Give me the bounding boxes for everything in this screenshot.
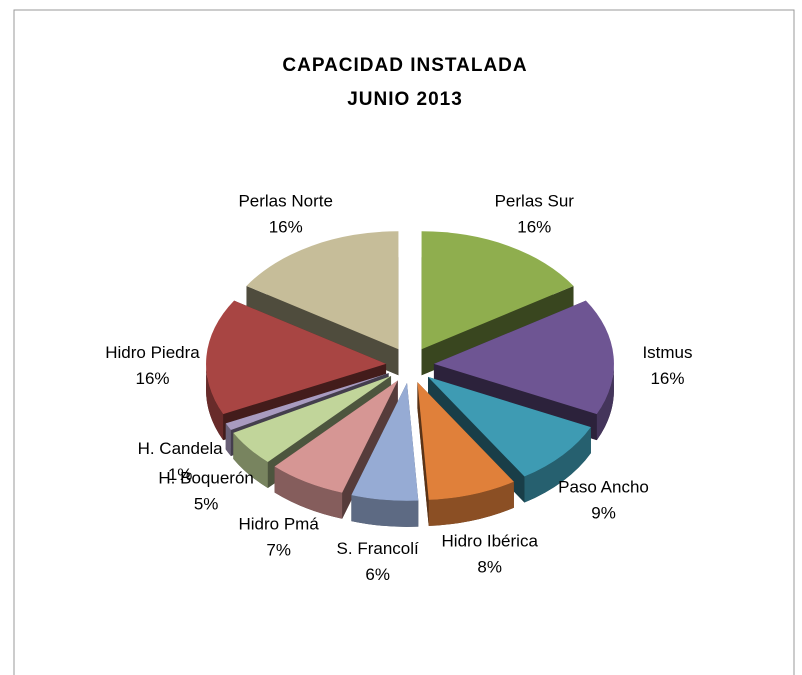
slice-value-label: 16% xyxy=(269,217,303,236)
slice xyxy=(274,380,398,519)
slice-wall xyxy=(274,466,343,519)
slice-wall xyxy=(206,363,224,441)
slice-value-label: 16% xyxy=(135,369,169,388)
chart-frame xyxy=(13,9,795,675)
chart-subtitle: JUNIO 2013 xyxy=(347,89,463,110)
slice-top xyxy=(417,382,514,500)
slice-top xyxy=(351,382,419,501)
slice-value-label: 9% xyxy=(591,503,616,522)
slice-label: S. Francolí xyxy=(337,539,419,558)
chart-title: CAPACIDAD INSTALADA xyxy=(282,55,527,76)
slice-label: Perlas Norte xyxy=(238,191,332,210)
slice-value-label: 7% xyxy=(266,541,291,560)
slice-top xyxy=(246,231,399,350)
slice-label: Perlas Sur xyxy=(495,191,575,210)
slice-side xyxy=(417,382,429,526)
slice-wall xyxy=(428,481,514,526)
slice-value-label: 6% xyxy=(365,565,390,584)
slice-label: H. Boquerón xyxy=(158,468,253,487)
slice-wall xyxy=(524,427,591,503)
slice-value-label: 5% xyxy=(194,494,219,513)
slice-value-label: 1% xyxy=(168,465,193,484)
slice-wall xyxy=(351,495,419,527)
slice-top xyxy=(428,376,591,477)
slice-wall xyxy=(596,363,614,441)
slice-label: Paso Ancho xyxy=(558,477,649,496)
slice-top xyxy=(421,231,574,350)
slice-value-label: 8% xyxy=(477,557,502,576)
slice-value-label: 16% xyxy=(650,369,684,388)
slice-label: H. Candela xyxy=(138,439,224,458)
slice xyxy=(351,382,419,527)
slice-label: Hidro Ibérica xyxy=(442,531,539,550)
slice-label: Istmus xyxy=(642,343,692,362)
slice xyxy=(428,376,591,503)
slice-label: Hidro Pmá xyxy=(239,515,320,534)
slice-wall xyxy=(225,423,231,457)
slice-side xyxy=(421,285,574,376)
slice xyxy=(417,382,514,526)
slice-top xyxy=(206,300,387,415)
slice-top xyxy=(433,300,614,415)
slice-side xyxy=(246,285,399,376)
slice xyxy=(421,231,574,376)
slice-top xyxy=(233,376,392,463)
slice-value-label: 16% xyxy=(517,217,551,236)
slice-wall xyxy=(233,432,268,489)
slice xyxy=(246,231,399,376)
slice-label: Hidro Piedra xyxy=(105,343,200,362)
slice-top xyxy=(225,373,389,431)
slice-top xyxy=(274,380,398,493)
